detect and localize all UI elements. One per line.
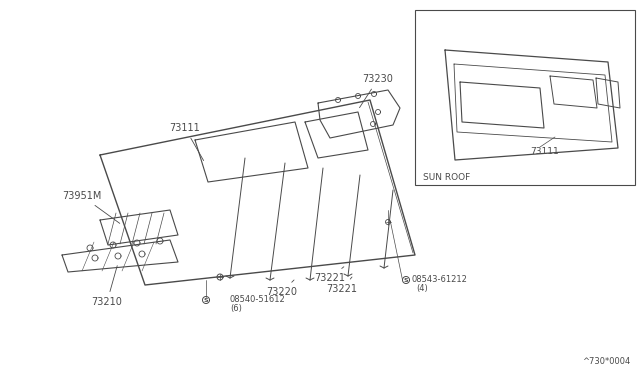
Text: ^730*0004: ^730*0004 (582, 357, 630, 366)
Text: 73111: 73111 (170, 123, 204, 161)
Text: 73221: 73221 (326, 277, 358, 294)
Text: S: S (404, 278, 408, 282)
Text: S: S (204, 298, 208, 302)
Text: (4): (4) (416, 285, 428, 294)
Bar (415, 10, 635, 185)
Text: 73221: 73221 (314, 267, 346, 283)
Text: 73111: 73111 (531, 148, 559, 157)
Text: 73951M: 73951M (62, 191, 120, 223)
Text: 73210: 73210 (92, 266, 122, 307)
Text: (6): (6) (230, 305, 242, 314)
Text: 73220: 73220 (266, 280, 298, 297)
Text: 73230: 73230 (360, 74, 394, 108)
Text: 08543-61212: 08543-61212 (411, 276, 467, 285)
Text: SUN ROOF: SUN ROOF (423, 173, 470, 182)
Text: 08540-51612: 08540-51612 (230, 295, 285, 305)
